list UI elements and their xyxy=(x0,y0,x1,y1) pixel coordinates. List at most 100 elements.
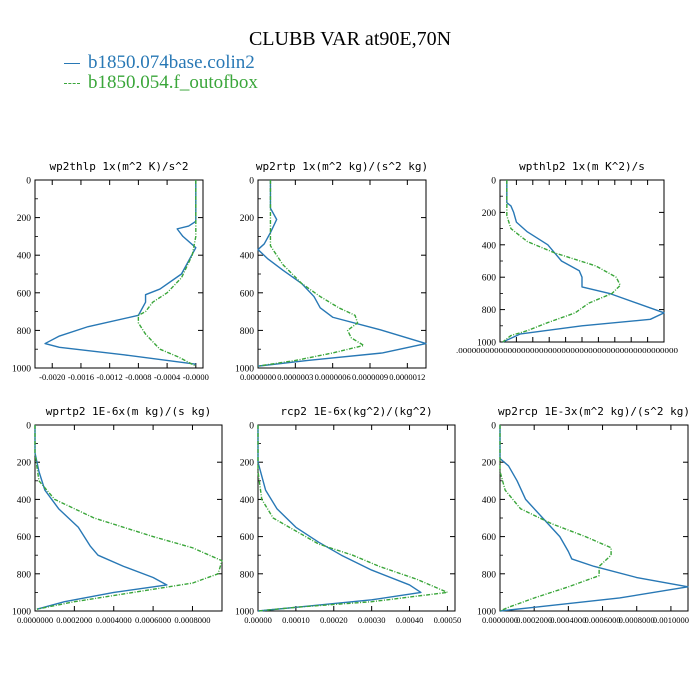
legend-entry-1: b1850.074base.colin2 xyxy=(64,52,255,74)
x-tick-label: -0.0016 xyxy=(68,372,94,382)
x-tick-label: -0.0012 xyxy=(97,372,123,382)
series-line-2 xyxy=(499,425,612,612)
y-tick-label: 0 xyxy=(26,177,31,187)
panel-title: wp2thlp 1x(m^2 K)/s^2 xyxy=(49,160,188,173)
y-tick-label: 800 xyxy=(17,570,32,580)
chart-panel-2: wp2rtp 1x(m^2 kg)/(s^2 kg)0 200 400 600 800 1… xyxy=(235,160,428,382)
y-tick-label: 200 xyxy=(17,214,32,224)
plot-frame xyxy=(499,424,689,612)
y-tick-label: 200 xyxy=(240,459,255,469)
panel-title: wpthlp2 1x(m K^2)/s xyxy=(519,160,645,173)
panel-title: wprtp2 1E-6x(m kg)/(s kg) xyxy=(46,405,212,418)
y-tick-label: 0 xyxy=(491,177,496,187)
y-tick-label: 600 xyxy=(482,533,497,543)
y-tick-label: 600 xyxy=(240,533,255,543)
y-tick-label: 0 xyxy=(491,422,496,432)
x-tick-label: 0.0000012 xyxy=(389,372,425,382)
y-tick-label: 400 xyxy=(240,252,255,262)
y-tick-label: 200 xyxy=(482,209,497,219)
series-line-1 xyxy=(257,425,422,612)
y-tick-label: 1000 xyxy=(477,339,496,349)
chart-panel-5: rcp2 1E-6x(kg^2)/(kg^2) 0 200 400 600 800 1000… xyxy=(235,405,461,625)
y-tick-label: 200 xyxy=(482,459,497,469)
y-tick-label: 800 xyxy=(240,570,255,580)
x-tick-label: -0.0000 xyxy=(183,372,209,382)
panel-title: wp2rtp 1x(m^2 kg)/(s^2 kg) xyxy=(256,160,428,173)
y-tick-label: 1000 xyxy=(235,608,254,618)
y-tick-label: 400 xyxy=(482,241,497,251)
y-tick-label: 0 xyxy=(249,177,254,187)
legend-label-2: b1850.054.f_outofbox xyxy=(88,72,258,93)
series-line-2 xyxy=(137,180,197,367)
y-tick-label: 600 xyxy=(482,274,497,284)
x-tick-label: 0.0002000 xyxy=(56,615,92,625)
chart-panel-6: wp2rcp 1E-3x(m^2 kg)/(s^2 kg)0 200 400 600 8… xyxy=(477,405,690,625)
y-tick-label: 400 xyxy=(17,252,32,262)
x-tick-label: -0.0004 xyxy=(154,372,181,382)
x-tick-label-strip: .000000000000000000000000000000000000000… xyxy=(456,347,679,355)
legend-line-1 xyxy=(64,63,80,65)
series-line-2 xyxy=(34,425,223,610)
x-tick-label: 0.0000009 xyxy=(352,372,388,382)
series-line-2 xyxy=(257,425,449,612)
series-line-1 xyxy=(257,180,427,367)
x-tick-label: 0.0004000 xyxy=(550,615,586,625)
plot-frame xyxy=(257,424,456,612)
x-tick-label: 0.0006000 xyxy=(135,615,171,625)
panel-title: rcp2 1E-6x(kg^2)/(kg^2) xyxy=(280,405,432,418)
y-tick-label: 400 xyxy=(482,496,497,506)
legend-line-2 xyxy=(64,83,80,85)
series-line-1 xyxy=(44,180,197,365)
chart-panel-1: wp2thlp 1x(m^2 K)/s^2 0 200 400 600 800 1000 -0… xyxy=(12,160,209,382)
y-tick-label: 0 xyxy=(26,422,31,432)
x-tick-label: 0.00000 xyxy=(244,615,272,625)
legend-label-1: b1850.074base.colin2 xyxy=(88,52,255,73)
y-tick-label: 600 xyxy=(17,289,32,299)
chart-panel-3: wpthlp2 1x(m K^2)/s 0 200 400 600 800 1000.000… xyxy=(456,160,679,355)
x-tick-label: 0.00050 xyxy=(434,615,462,625)
x-tick-label: -0.0020 xyxy=(39,372,65,382)
y-tick-label: 400 xyxy=(17,496,32,506)
x-tick-label: 0.0000006 xyxy=(315,372,351,382)
series-line-2 xyxy=(502,180,621,343)
chart-panel-4: wprtp2 1E-6x(m kg)/(s kg) 0 200 400 600 800 10… xyxy=(12,405,223,625)
x-tick-label: 0.0000000 xyxy=(482,615,518,625)
x-tick-label: 0.00010 xyxy=(282,615,310,625)
y-tick-label: 200 xyxy=(240,214,255,224)
x-tick-label: 0.00020 xyxy=(320,615,348,625)
plot-frame xyxy=(34,179,204,369)
y-tick-label: 800 xyxy=(240,327,255,337)
x-tick-label: 0.0010000 xyxy=(653,615,689,625)
x-tick-label: 0.00040 xyxy=(396,615,424,625)
x-tick-label: 0.0000003 xyxy=(277,372,313,382)
y-tick-label: 1000 xyxy=(477,608,496,618)
series-line-1 xyxy=(34,425,168,610)
x-tick-label: 0.0002000 xyxy=(516,615,552,625)
series-line-1 xyxy=(499,425,689,612)
series-line-2 xyxy=(257,180,365,367)
panel-title: wp2rcp 1E-3x(m^2 kg)/(s^2 kg) xyxy=(498,405,690,418)
y-tick-label: 1000 xyxy=(12,365,31,375)
y-tick-label: 600 xyxy=(17,533,32,543)
x-tick-label: 0.0000000 xyxy=(17,615,53,625)
chart-main-title: CLUBB VAR at90E,70N xyxy=(248,28,452,50)
x-tick-label: 0.0000000 xyxy=(240,372,276,382)
x-tick-label: 0.0008000 xyxy=(619,615,655,625)
y-tick-label: 800 xyxy=(482,570,497,580)
x-tick-label: 0.0006000 xyxy=(584,615,620,625)
series-line-1 xyxy=(502,180,665,343)
plot-frame xyxy=(257,179,427,369)
x-tick-label: -0.0008 xyxy=(125,372,151,382)
y-tick-label: 1000 xyxy=(235,365,254,375)
y-tick-label: 0 xyxy=(249,422,254,432)
y-tick-label: 1000 xyxy=(12,608,31,618)
x-tick-label: 0.0008000 xyxy=(174,615,210,625)
y-tick-label: 200 xyxy=(17,459,32,469)
legend-entry-2: b1850.054.f_outofbox xyxy=(64,72,258,94)
y-tick-label: 800 xyxy=(17,327,32,337)
y-tick-label: 400 xyxy=(240,496,255,506)
y-tick-label: 800 xyxy=(482,306,497,316)
x-tick-label: 0.0004000 xyxy=(96,615,132,625)
y-tick-label: 600 xyxy=(240,289,255,299)
